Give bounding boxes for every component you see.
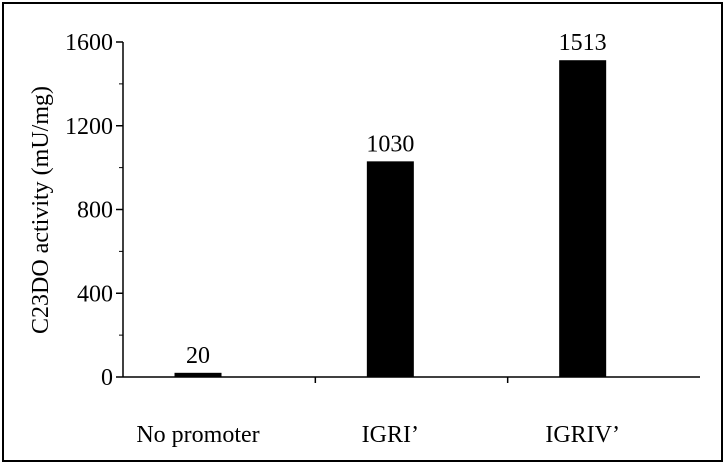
y-axis-title: C23DO activity (mU/mg) — [28, 86, 54, 334]
data-label-2: 1030 — [366, 131, 414, 157]
y-tick-label: 800 — [77, 198, 113, 224]
x-category-label-3: IGRIV’ — [545, 422, 620, 448]
bar-2 — [366, 161, 414, 377]
x-category-label-1: No promoter — [136, 422, 259, 448]
y-tick-label: 0 — [101, 365, 113, 391]
data-label-1: 20 — [186, 343, 210, 369]
y-tick-label: 1200 — [65, 114, 113, 140]
bar-3 — [559, 60, 607, 377]
data-label-3: 1513 — [559, 30, 607, 56]
x-category-label-2: IGRI’ — [362, 422, 419, 448]
bars — [174, 60, 607, 377]
y-tick-label: 400 — [77, 281, 113, 307]
y-tick-label: 1600 — [65, 30, 113, 56]
bar-1 — [174, 372, 222, 377]
labels: 0 400 800 1200 1600 20 No promoter 1030 IGRI’ 151… — [65, 30, 620, 448]
